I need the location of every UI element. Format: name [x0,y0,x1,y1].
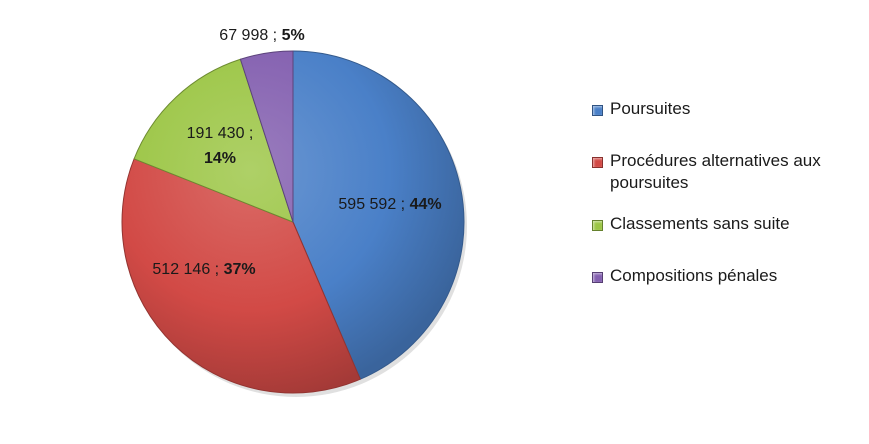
legend-swatch [592,220,603,231]
legend-swatch [592,157,603,168]
pie-slice-4 [239,50,294,223]
chart-legend: Poursuites Procédures alternatives aux po… [592,98,862,287]
legend-item-1: Poursuites [592,98,862,120]
data-label-4: 67 998 ; 5% [219,27,304,44]
legend-label: Poursuites [610,99,691,118]
pie-slice-2 [121,158,361,394]
legend-label: Classements sans suite [610,214,790,233]
pie-slice-1 [292,50,465,380]
legend-item-2: Procédures alternatives aux poursuites [592,150,862,194]
legend-swatch [592,272,603,283]
data-label-2: 512 146 ; 37% [152,261,255,278]
data-label-1: 595 592 ; 44% [338,196,441,213]
legend-label: Compositions pénales [610,266,778,285]
legend-item-3: Classements sans suite [592,213,862,235]
legend-swatch [592,105,603,116]
legend-item-4: Compositions pénales [592,265,862,287]
legend-label: Procédures alternatives aux poursuites [610,151,821,192]
data-label-3: 191 430 ; 14% [187,125,254,167]
